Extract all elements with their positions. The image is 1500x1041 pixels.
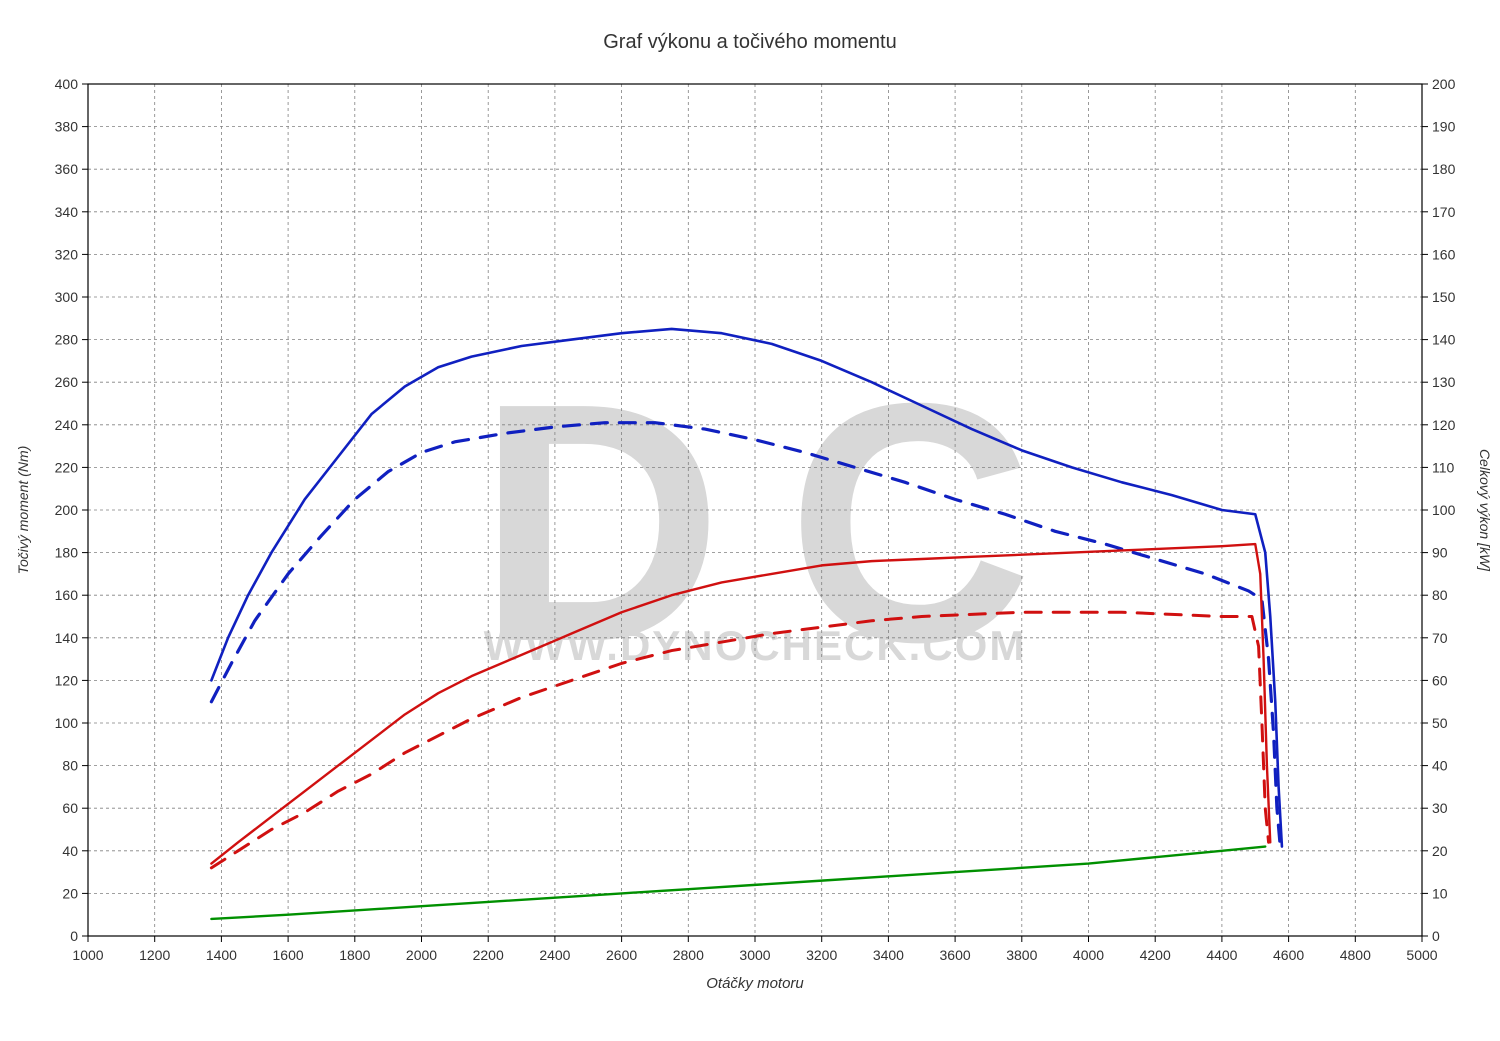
y-left-tick-label: 340 [55,204,79,220]
y-left-tick-label: 280 [55,332,79,348]
x-tick-label: 4600 [1273,947,1304,963]
y-right-tick-label: 10 [1432,885,1448,901]
y-right-tick-label: 70 [1432,630,1448,646]
y-right-tick-label: 130 [1432,374,1456,390]
y-right-tick-label: 180 [1432,161,1456,177]
x-axis-label: Otáčky motoru [706,975,804,992]
y-right-tick-label: 90 [1432,545,1448,561]
y-right-tick-label: 60 [1432,672,1448,688]
y-right-tick-label: 170 [1432,204,1456,220]
x-tick-label: 2600 [606,947,637,963]
y-right-tick-label: 140 [1432,332,1456,348]
y-right-tick-label: 160 [1432,246,1456,262]
x-tick-label: 5000 [1406,947,1437,963]
x-tick-label: 1000 [72,947,103,963]
x-tick-label: 4800 [1340,947,1371,963]
y-left-tick-label: 360 [55,161,79,177]
x-tick-label: 1600 [273,947,304,963]
y-left-tick-label: 40 [62,843,78,859]
y-left-tick-label: 380 [55,119,79,135]
y-left-tick-label: 140 [55,630,79,646]
y-right-tick-label: 0 [1432,928,1440,944]
y-right-tick-label: 40 [1432,758,1448,774]
y-left-tick-label: 20 [62,885,78,901]
y-left-tick-label: 220 [55,459,79,475]
y-right-tick-label: 100 [1432,502,1456,518]
y-left-tick-label: 160 [55,587,79,603]
dyno-chart: Graf výkonu a točivého momentuDCWWW.DYNO… [0,0,1500,1041]
y-right-tick-label: 30 [1432,800,1448,816]
y-left-tick-label: 300 [55,289,79,305]
chart-title: Graf výkonu a točivého momentu [603,31,896,53]
y-left-axis-label: Točivý moment (Nm) [15,446,31,575]
x-tick-label: 4200 [1140,947,1171,963]
x-tick-label: 4000 [1073,947,1104,963]
y-left-tick-label: 400 [55,76,79,92]
y-left-tick-label: 240 [55,417,79,433]
x-tick-label: 3000 [739,947,770,963]
y-left-tick-label: 60 [62,800,78,816]
y-left-tick-label: 120 [55,672,79,688]
y-left-tick-label: 260 [55,374,79,390]
x-tick-label: 3400 [873,947,904,963]
y-right-tick-label: 20 [1432,843,1448,859]
y-right-tick-label: 150 [1432,289,1456,305]
x-tick-label: 4400 [1206,947,1237,963]
y-left-tick-label: 80 [62,758,78,774]
y-right-tick-label: 120 [1432,417,1456,433]
y-right-tick-label: 110 [1432,459,1455,475]
y-left-tick-label: 0 [70,928,78,944]
x-tick-label: 3800 [1006,947,1037,963]
x-tick-label: 1200 [139,947,170,963]
x-tick-label: 2800 [673,947,704,963]
x-tick-label: 2400 [539,947,570,963]
y-left-tick-label: 200 [55,502,79,518]
y-right-tick-label: 190 [1432,119,1456,135]
x-tick-label: 1800 [339,947,370,963]
y-right-tick-label: 80 [1432,587,1448,603]
y-right-axis-label: Celkový výkon [kW] [1477,449,1493,572]
y-right-tick-label: 200 [1432,76,1456,92]
y-left-tick-label: 180 [55,545,79,561]
y-left-tick-label: 320 [55,246,79,262]
x-tick-label: 3600 [940,947,971,963]
x-tick-label: 2000 [406,947,437,963]
y-right-tick-label: 50 [1432,715,1448,731]
x-tick-label: 1400 [206,947,237,963]
y-left-tick-label: 100 [55,715,79,731]
x-tick-label: 2200 [473,947,504,963]
x-tick-label: 3200 [806,947,837,963]
